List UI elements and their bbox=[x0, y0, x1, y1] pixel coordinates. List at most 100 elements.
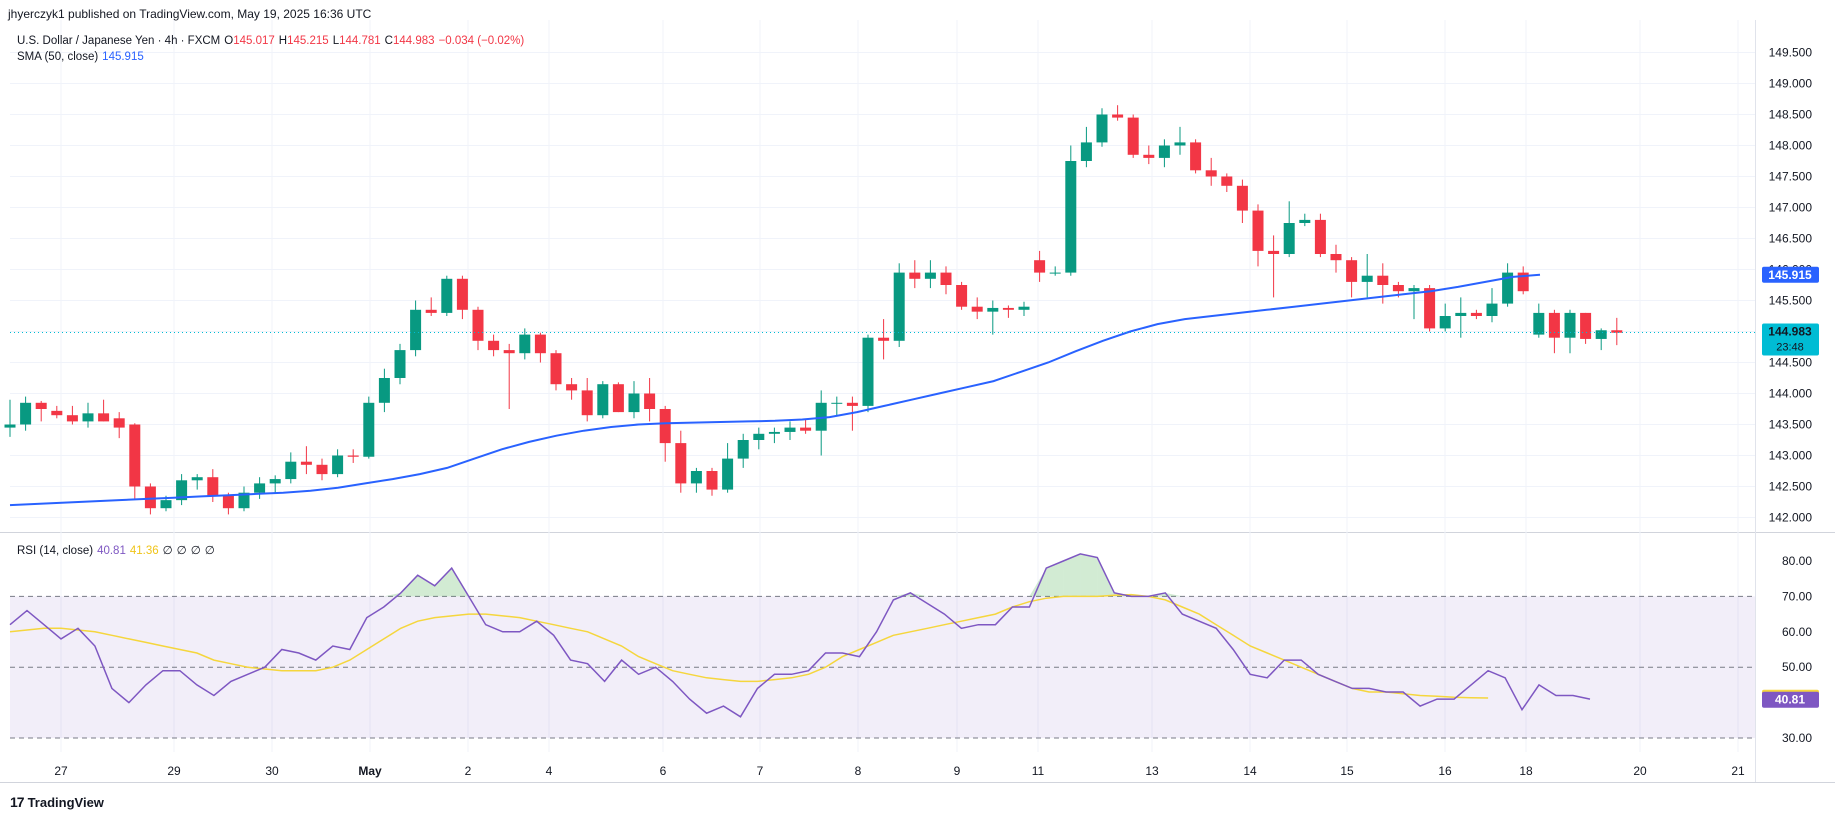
rsi-overbought-fill bbox=[1165, 592, 1183, 597]
rsi-lines-layer bbox=[9, 553, 1591, 718]
candle-down bbox=[1470, 312, 1482, 316]
candle-up bbox=[410, 309, 422, 351]
open-value: 145.017 bbox=[233, 35, 275, 47]
candle-down bbox=[347, 455, 359, 457]
symbol-label[interactable]: U.S. Dollar / Japanese Yen · 4h · FXCM bbox=[17, 35, 221, 47]
rsi-overbought-fill bbox=[1029, 568, 1047, 597]
rsi-extra: ∅ bbox=[176, 545, 187, 557]
candle-down bbox=[98, 413, 110, 422]
rsi-label[interactable]: RSI (14, close) bbox=[17, 545, 94, 557]
time-tick-label: 13 bbox=[1145, 764, 1159, 778]
candle-up bbox=[862, 337, 874, 406]
candle-down bbox=[1548, 312, 1560, 338]
candle-down bbox=[1611, 330, 1623, 333]
sma-value: 145.915 bbox=[102, 51, 144, 63]
rsi-tick-label: 60.00 bbox=[1782, 625, 1812, 639]
axes-layer: 149.500 149.000 148.500 148.000 147.500 147.0… bbox=[54, 46, 1812, 779]
time-tick-label: 2 bbox=[465, 764, 472, 778]
candle-down bbox=[1143, 154, 1155, 158]
time-tick-label: 29 bbox=[167, 764, 181, 778]
rsi-badge: 40.81 bbox=[1775, 693, 1805, 707]
tradingview-brand-name: TradingView bbox=[27, 794, 104, 810]
time-tick-label: 20 bbox=[1633, 764, 1647, 778]
candle-down bbox=[675, 443, 687, 484]
low-value: 144.781 bbox=[339, 35, 381, 47]
candle-up bbox=[4, 424, 16, 428]
candle-up bbox=[1065, 161, 1077, 273]
candle-down bbox=[1190, 142, 1202, 171]
tradingview-logo[interactable]: 17 TradingView bbox=[10, 794, 104, 810]
sma-legend[interactable]: SMA (50, close) 145.915 bbox=[17, 51, 144, 63]
price-tick-label: 142.000 bbox=[1769, 511, 1813, 525]
candle-down bbox=[129, 424, 141, 487]
rsi-ma-line bbox=[9, 593, 1489, 699]
price-tick-label: 143.000 bbox=[1769, 449, 1813, 463]
candle-down bbox=[659, 409, 671, 444]
candle-down bbox=[971, 306, 983, 312]
rsi-overbought-fill bbox=[1063, 553, 1081, 597]
last-price-badge-bg bbox=[1762, 323, 1819, 356]
time-tick-label: 8 bbox=[855, 764, 862, 778]
candle-up bbox=[20, 402, 32, 425]
time-tick-label: 16 bbox=[1438, 764, 1452, 778]
price-tick-label: 143.500 bbox=[1769, 418, 1813, 432]
candle-down bbox=[909, 272, 921, 279]
candle-down bbox=[503, 350, 515, 354]
candle-up bbox=[1158, 145, 1170, 158]
rsi-overbought-fill bbox=[434, 568, 452, 597]
rsi-extra: ∅ bbox=[190, 545, 201, 557]
candle-up bbox=[285, 461, 297, 480]
candle-up bbox=[722, 458, 734, 490]
publisher-line: jhyerczyk1 published on TradingView.com,… bbox=[8, 7, 372, 21]
candle-down bbox=[35, 402, 47, 409]
price-tick-label: 145.500 bbox=[1769, 294, 1813, 308]
candle-up bbox=[987, 307, 999, 312]
rsi-tick-label: 30.00 bbox=[1782, 731, 1812, 745]
rsi-extra: ∅ bbox=[162, 545, 173, 557]
time-tick-label: 11 bbox=[1032, 764, 1045, 778]
grid-lines bbox=[0, 20, 1835, 783]
candle-down bbox=[1127, 117, 1139, 155]
candle-up bbox=[768, 431, 780, 434]
candle-up bbox=[1502, 272, 1514, 304]
low-label: L bbox=[332, 35, 340, 47]
candle-down bbox=[534, 334, 546, 354]
candle-down bbox=[581, 390, 593, 416]
candle-down bbox=[878, 337, 890, 341]
rsi-overbought-fill bbox=[893, 592, 911, 597]
candle-down bbox=[1002, 307, 1014, 310]
candle-down bbox=[956, 285, 968, 307]
rsi-overbought-fill bbox=[1080, 553, 1098, 597]
candle-down bbox=[207, 477, 219, 496]
time-tick-label: 9 bbox=[954, 764, 961, 778]
candle-up bbox=[269, 479, 281, 484]
open-label: O bbox=[224, 35, 234, 47]
price-tick-label: 149.000 bbox=[1769, 77, 1813, 91]
rsi-legend[interactable]: RSI (14, close) 40.81 41.36 ∅ ∅ ∅ ∅ bbox=[17, 543, 215, 557]
candle-up bbox=[1080, 142, 1092, 161]
tradingview-logo-icon: 17 bbox=[10, 794, 25, 810]
time-tick-label: 15 bbox=[1340, 764, 1354, 778]
candle-up bbox=[924, 272, 936, 279]
sma-badge: 145.915 bbox=[1768, 268, 1812, 282]
sma-badge-bg bbox=[1762, 266, 1819, 283]
price-legend[interactable]: U.S. Dollar / Japanese Yen · 4h · FXCM O… bbox=[17, 35, 524, 47]
rsi-tick-label: 80.00 bbox=[1782, 554, 1812, 568]
price-tick-label: 142.500 bbox=[1769, 480, 1813, 494]
candle-up bbox=[519, 334, 531, 354]
candle-down bbox=[846, 402, 858, 406]
sma-label[interactable]: SMA (50, close) bbox=[17, 51, 99, 63]
candle-down bbox=[1205, 170, 1217, 177]
candle-down bbox=[456, 278, 468, 310]
candle-down bbox=[144, 486, 156, 509]
rsi-tick-label: 70.00 bbox=[1782, 589, 1812, 603]
time-tick-label: 27 bbox=[54, 764, 68, 778]
candle-down bbox=[1252, 210, 1264, 251]
candle-down bbox=[51, 410, 63, 416]
candle-down bbox=[425, 309, 437, 313]
candle-up bbox=[893, 272, 905, 341]
candle-down bbox=[550, 353, 562, 385]
candle-up bbox=[690, 471, 702, 484]
